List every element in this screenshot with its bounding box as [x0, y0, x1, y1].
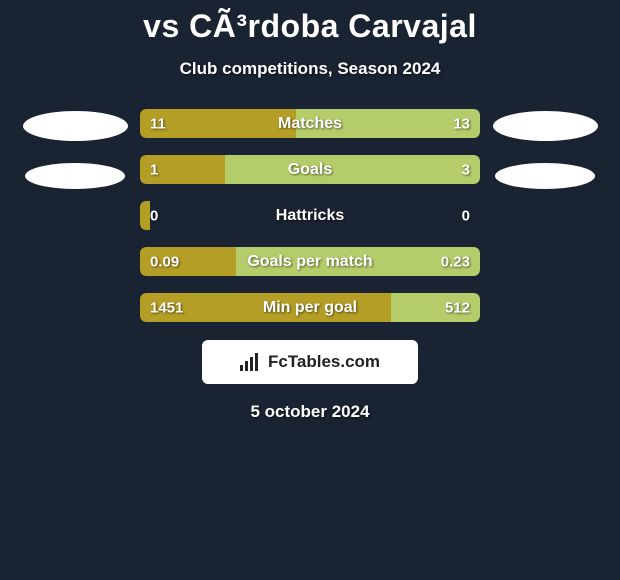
stat-right-value: 13 [453, 115, 470, 132]
page-title: vs CÃ³rdoba Carvajal [143, 8, 477, 45]
right-avatar-1 [493, 111, 598, 141]
stat-left-value: 1 [150, 161, 158, 178]
stat-label: Goals [288, 161, 332, 179]
right-avatar-col [480, 109, 610, 189]
chart-icon [240, 353, 262, 371]
stat-label: Goals per match [247, 253, 372, 271]
stat-label: Matches [278, 115, 342, 133]
bar-left-fill [140, 201, 150, 230]
brand-box[interactable]: FcTables.com [202, 340, 418, 384]
date-text: 5 october 2024 [250, 402, 369, 422]
stat-right-value: 0.23 [441, 253, 470, 270]
stat-right-value: 512 [445, 299, 470, 316]
left-avatar-col [10, 109, 140, 189]
comparison-area: 1113Matches13Goals00Hattricks0.090.23Goa… [0, 109, 620, 322]
stat-bar: 0 0 Hattricks [140, 201, 480, 230]
bar-right-fill [225, 155, 480, 184]
stat-bar: 1 3 Goals [140, 155, 480, 184]
stat-left-value: 11 [150, 115, 166, 132]
stat-label: Min per goal [263, 299, 357, 317]
stat-bar: 11 13 Matches [140, 109, 480, 138]
stat-right-value: 0 [462, 207, 470, 224]
stat-bar: 1451 512 Min per goal [140, 293, 480, 322]
stat-left-value: 1451 [150, 299, 183, 316]
left-avatar-2 [25, 163, 125, 189]
stat-label: Hattricks [276, 207, 344, 225]
subtitle: Club competitions, Season 2024 [180, 59, 441, 79]
left-avatar-1 [23, 111, 128, 141]
right-avatar-2 [495, 163, 595, 189]
stat-left-value: 0 [150, 207, 158, 224]
stat-right-value: 3 [462, 161, 470, 178]
brand-text: FcTables.com [268, 352, 380, 372]
stat-left-value: 0.09 [150, 253, 179, 270]
stat-bars: 1113Matches13Goals00Hattricks0.090.23Goa… [140, 109, 480, 322]
stat-bar: 0.09 0.23 Goals per match [140, 247, 480, 276]
